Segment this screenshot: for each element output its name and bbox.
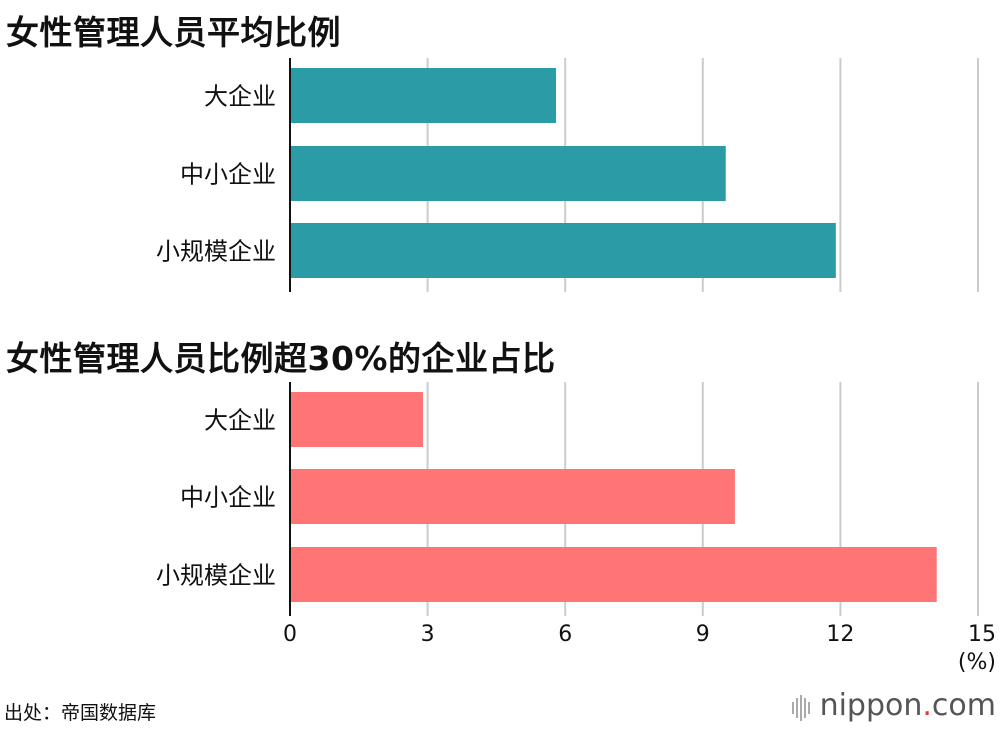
bar bbox=[290, 469, 735, 524]
tick-label: 3 bbox=[421, 622, 435, 647]
tick-label: 6 bbox=[558, 622, 572, 647]
unit-label: (%) bbox=[958, 650, 996, 675]
bar bbox=[290, 223, 836, 278]
category-label: 中小企业 bbox=[180, 161, 276, 189]
brand-logo[interactable]: nippon.com bbox=[791, 688, 996, 724]
bar bbox=[290, 392, 424, 447]
chart-title-2: 女性管理人员比例超30%的企业占比 bbox=[6, 339, 556, 378]
logo-bars-icon bbox=[791, 689, 812, 724]
source-note: 出处：帝国数据库 bbox=[4, 702, 157, 724]
brand-tld: com bbox=[931, 688, 996, 723]
category-label: 小规模企业 bbox=[156, 238, 276, 266]
category-label: 大企业 bbox=[204, 83, 276, 111]
bar bbox=[290, 547, 937, 602]
chart-title-1: 女性管理人员平均比例 bbox=[6, 13, 341, 52]
category-label: 小规模企业 bbox=[156, 562, 276, 590]
category-label: 中小企业 bbox=[180, 484, 276, 512]
tick-label: 9 bbox=[696, 622, 710, 647]
tick-label: 12 bbox=[826, 622, 854, 647]
bar bbox=[290, 68, 557, 123]
tick-label: 0 bbox=[283, 622, 297, 647]
brand-dot: . bbox=[922, 688, 932, 723]
tick-label: 15 bbox=[968, 622, 996, 647]
brand-name: nippon bbox=[819, 688, 923, 723]
category-label: 大企业 bbox=[204, 407, 276, 435]
bar bbox=[290, 146, 726, 201]
